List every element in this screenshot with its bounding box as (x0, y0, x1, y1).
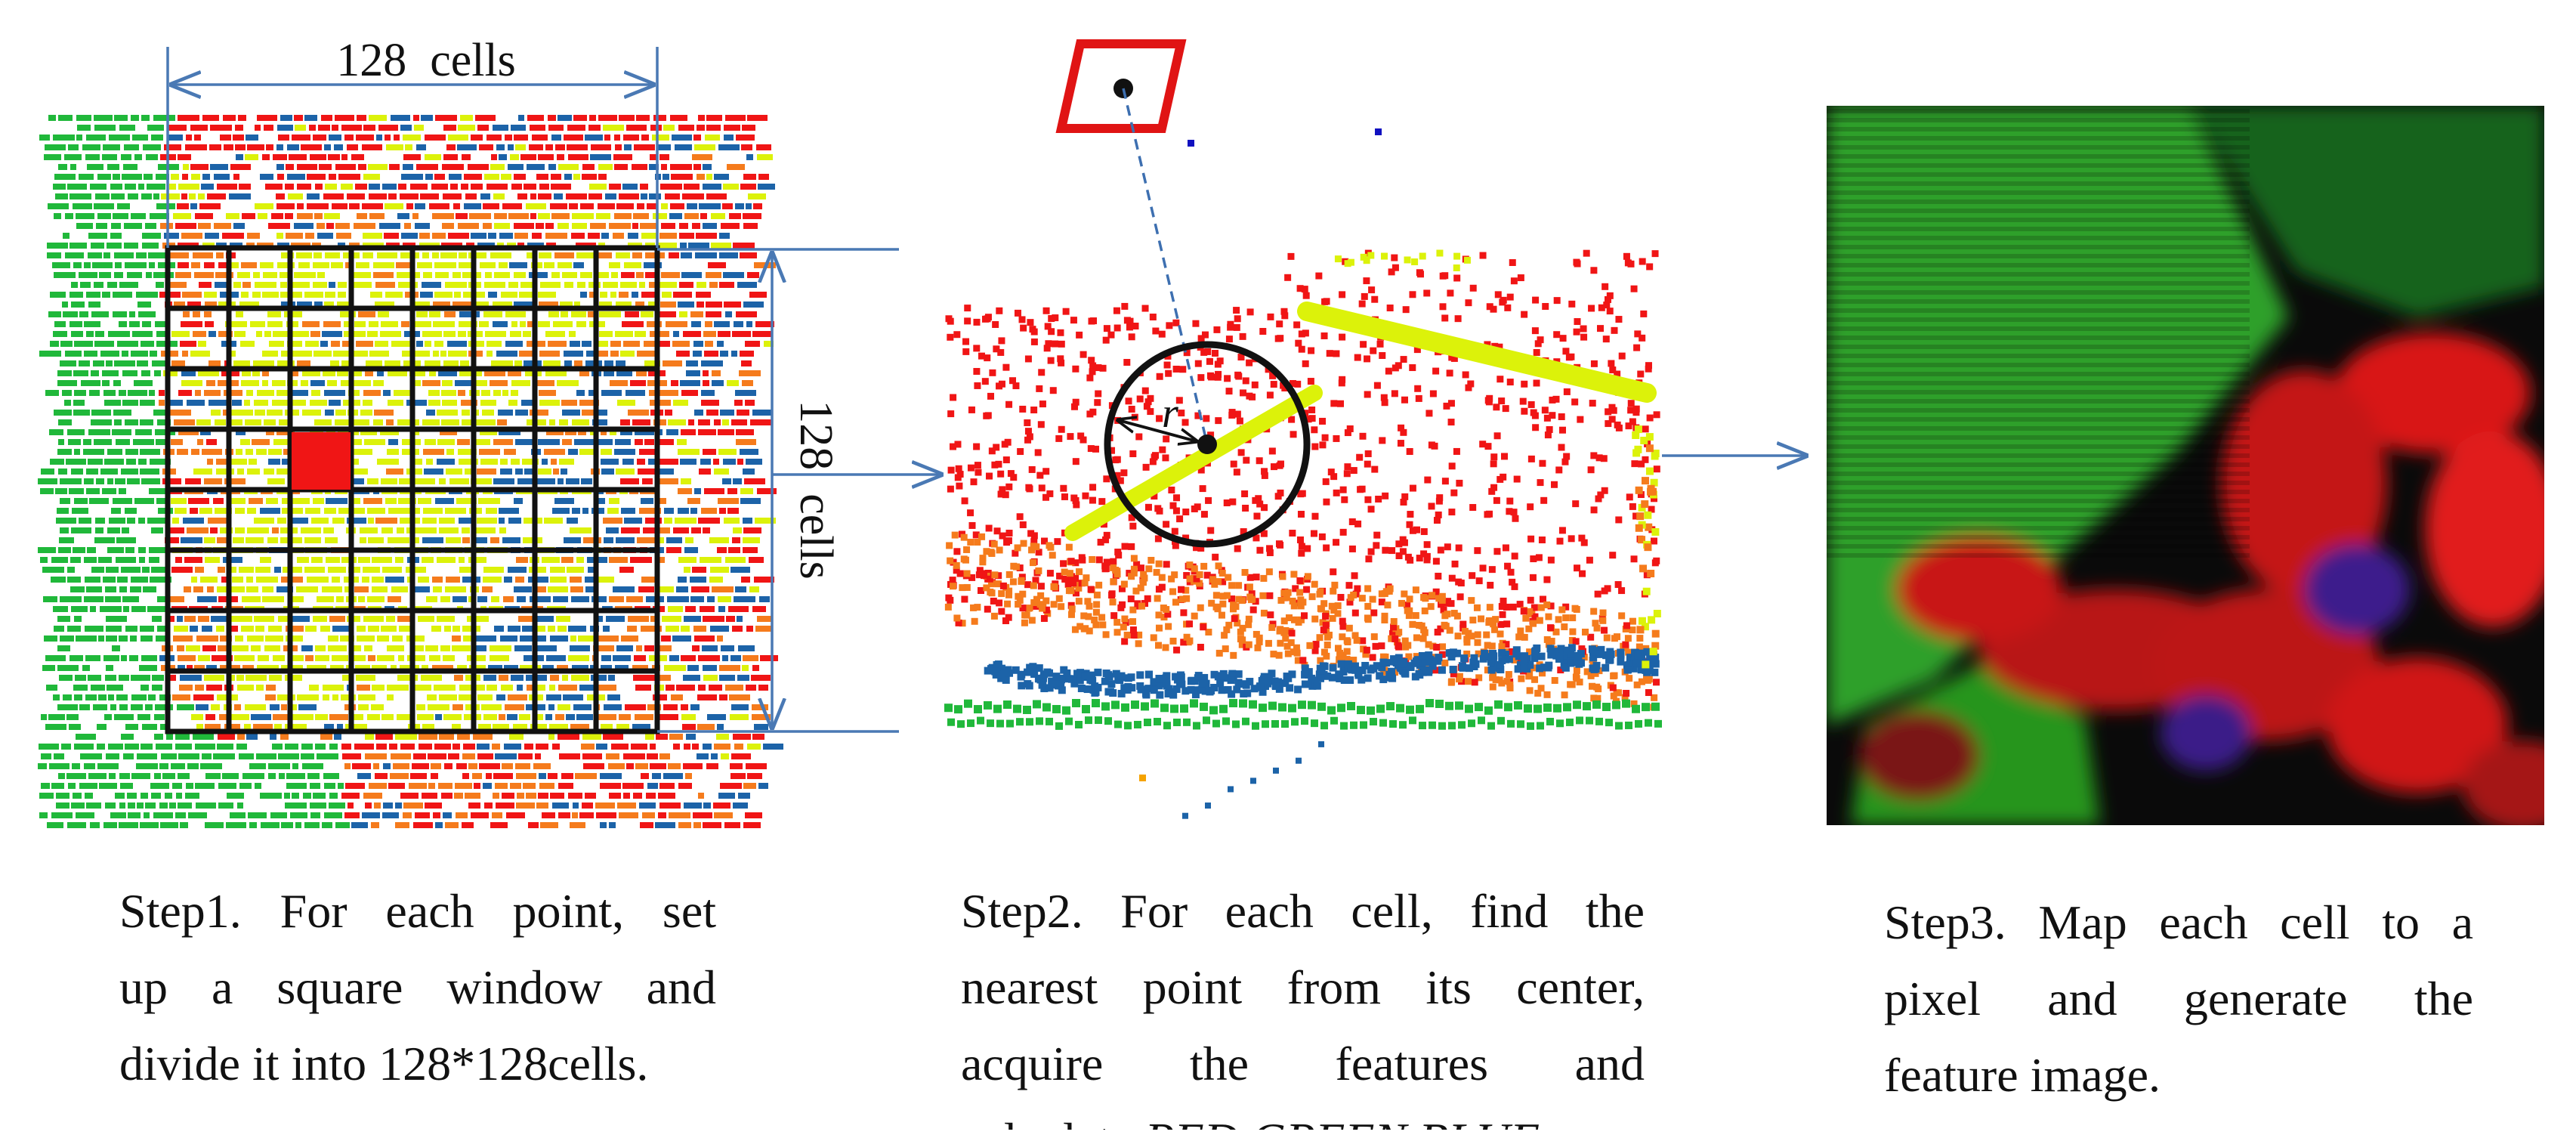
step1-caption-line: divide it into 128*128cells. (119, 1037, 649, 1090)
center-point-cell (292, 432, 351, 490)
dashed-link-line (1122, 88, 1209, 445)
step3-caption: Step3. Map each cell to a pixel and gene… (1884, 895, 2473, 1102)
step2-caption-line: acquire the features and (961, 1037, 1645, 1090)
step1-caption: Step1. For each point, set up a square w… (119, 884, 716, 1090)
step2-caption: Step2. For each cell, find the nearest p… (961, 884, 1645, 1130)
top-dimension-line (166, 47, 659, 248)
step3-caption-line: Step3. Map each cell to a (1884, 895, 2473, 949)
cell-marker-parallelogram (1055, 39, 1187, 133)
step1-caption-line: Step1. For each point, set (119, 884, 716, 938)
step1-cell-grid (165, 245, 660, 734)
top-dimension-label: 128 cells (336, 35, 516, 86)
radius-arrow (1118, 420, 1197, 441)
feature-image (1827, 106, 2544, 825)
radius-label: r (1162, 390, 1178, 437)
step1-panel: 128 cells 128 cells (38, 35, 899, 828)
step2-caption-line: Step2. For each cell, find the (961, 884, 1645, 938)
search-circle (1104, 341, 1311, 548)
step3-caption-line: feature image. (1884, 1048, 2161, 1102)
step1-caption-line: up a square window and (119, 960, 716, 1014)
rgb-italic-text: RED GREEN BLUE. (1144, 1113, 1552, 1130)
step2-caption-line: nearest point from its center, (961, 960, 1645, 1014)
side-dimension-line (657, 248, 899, 733)
step2-caption-line: calculate RED GREEN BLUE. (961, 1102, 1645, 1130)
nearest-point-dot (1197, 434, 1217, 454)
step2-point-cloud (944, 128, 1662, 819)
step2-panel: r (944, 39, 1662, 819)
side-dimension-label: 128 cells (790, 400, 842, 580)
yellow-linear-feature (1064, 302, 1657, 541)
step3-caption-line: pixel and generate the (1884, 972, 2473, 1025)
